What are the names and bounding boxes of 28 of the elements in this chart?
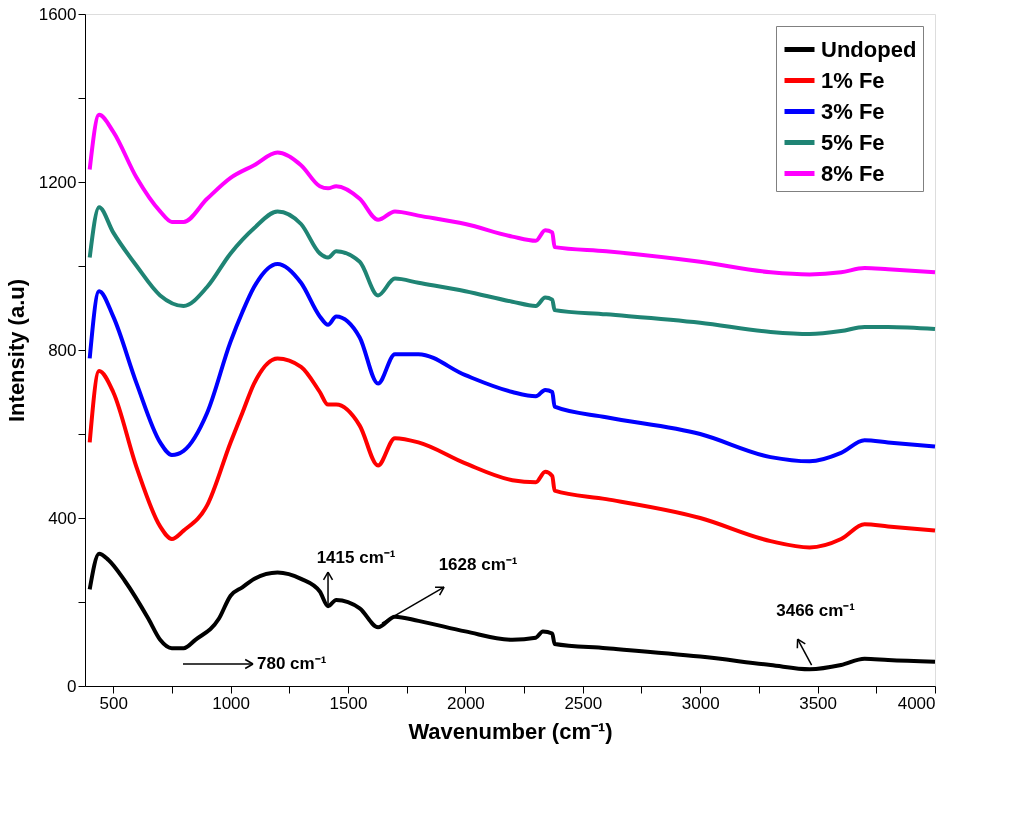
y-axis-title: Intensity (a.u) bbox=[3, 278, 29, 423]
y-tick-label: 800 bbox=[48, 340, 77, 360]
line-series bbox=[87, 356, 937, 550]
x-tick-label: 1000 bbox=[212, 693, 250, 713]
y-tick-label: 1600 bbox=[38, 4, 77, 24]
y-tick-label: 0 bbox=[67, 676, 77, 696]
legend-label: 5% Fe bbox=[821, 129, 885, 155]
x-tick-label: 2500 bbox=[564, 693, 603, 713]
legend-label: 8% Fe bbox=[821, 160, 885, 186]
x-axis-title: Wavenumber (cm⁻¹) bbox=[408, 718, 613, 744]
x-tick-label: 1500 bbox=[329, 693, 368, 713]
legend-label: 1% Fe bbox=[821, 67, 885, 93]
x-tick-label: 2000 bbox=[446, 693, 485, 713]
x-tick-label: 500 bbox=[99, 693, 128, 713]
legend-label: Undoped bbox=[821, 36, 917, 62]
annotation: 3466 cm⁻¹ bbox=[776, 601, 856, 621]
annotation: 780 cm⁻¹ bbox=[257, 654, 327, 673]
annotation: 1628 cm⁻¹ bbox=[438, 555, 518, 575]
y-tick-label: 400 bbox=[48, 508, 77, 528]
x-tick-label: 4000 bbox=[897, 693, 936, 713]
line-series bbox=[87, 205, 937, 337]
line-series bbox=[87, 551, 937, 672]
y-tick-label: 1200 bbox=[38, 172, 77, 192]
x-tick-label: 3000 bbox=[681, 693, 720, 713]
legend-label: 3% Fe bbox=[821, 98, 885, 124]
x-tick-label: 3500 bbox=[799, 693, 838, 713]
line-series bbox=[87, 261, 937, 464]
annotation: 1415 cm⁻¹ bbox=[316, 548, 396, 568]
